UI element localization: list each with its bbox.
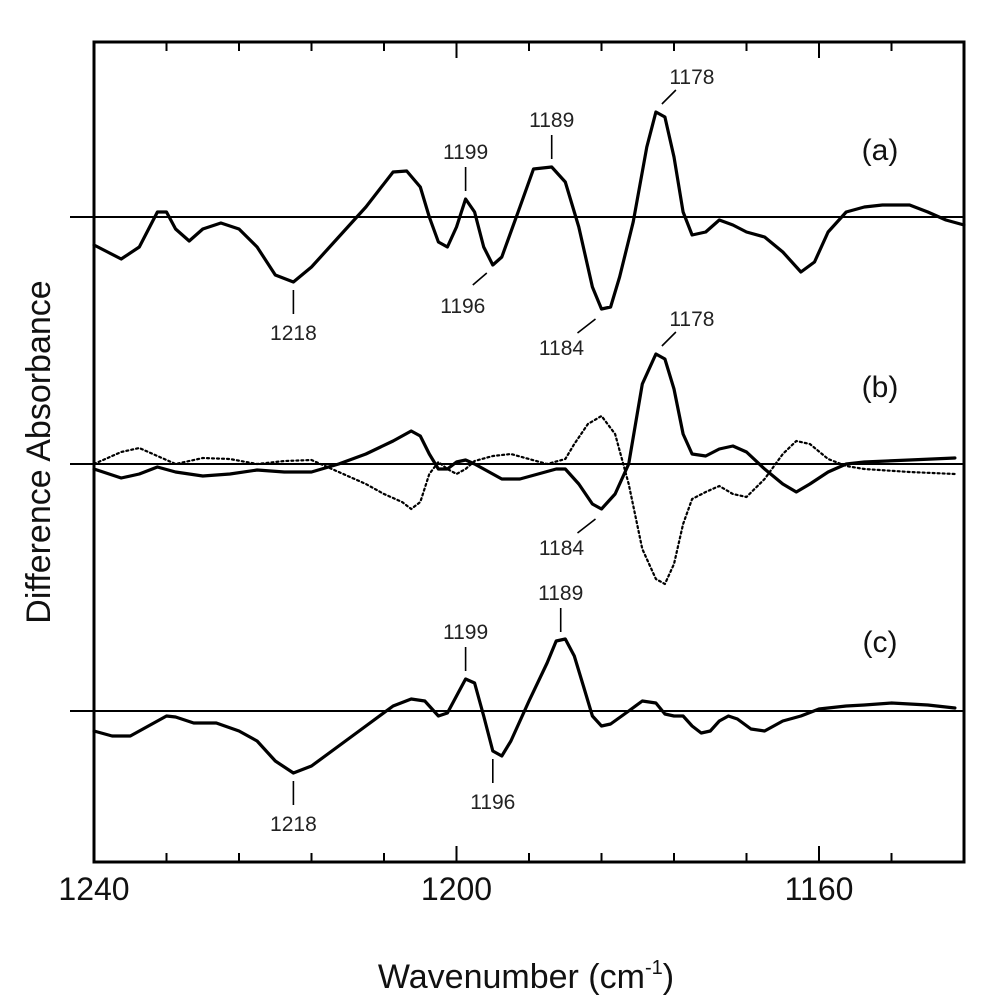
annotation-leader-1196 xyxy=(472,272,488,286)
x-axis-title-exponent: -1 xyxy=(645,957,663,979)
panel-b: (b) 1178 1184 xyxy=(70,308,964,586)
spectrum-line-solid xyxy=(92,352,957,511)
annotation-leader-1178 xyxy=(661,331,677,347)
annotation-1218: 1218 xyxy=(270,322,317,345)
x-axis-title-main: Wavenumber (cm xyxy=(378,958,645,996)
annotation-1189: 1189 xyxy=(529,109,574,132)
annotation-1196: 1196 xyxy=(440,295,485,318)
x-tick-label-1160: 1160 xyxy=(785,871,854,907)
annotation-leader-1184 xyxy=(577,318,596,334)
annotation-leader-1184 xyxy=(577,518,596,534)
annotation-1218: 1218 xyxy=(270,813,317,836)
spectrum-line-dotted xyxy=(92,414,956,586)
annotation-1178: 1178 xyxy=(669,66,714,89)
x-tick-labels: 1240 1200 1160 xyxy=(58,871,853,907)
spectra-panels: (a) 1178 1189 1199 1218 1196 1184 (b) 1178 1184 (c… xyxy=(70,66,966,836)
panel-c: (c) 1189 1199 1218 1196 xyxy=(70,582,964,836)
x-tick-label-1200: 1200 xyxy=(421,871,492,907)
panel-a: (a) 1178 1189 1199 1218 1196 1184 xyxy=(70,66,966,360)
panel-label: (c) xyxy=(863,626,898,659)
panel-label: (a) xyxy=(862,134,899,167)
annotation-1196: 1196 xyxy=(470,791,515,814)
annotation-1184: 1184 xyxy=(539,537,584,560)
x-axis-title-close: ) xyxy=(663,958,674,996)
annotation-1199: 1199 xyxy=(443,141,488,164)
annotation-1189: 1189 xyxy=(538,582,583,605)
annotation-1199: 1199 xyxy=(443,621,488,644)
plot-frame xyxy=(92,40,966,864)
annotation-1184: 1184 xyxy=(539,337,584,360)
y-axis-title: Difference Absorbance xyxy=(20,280,58,623)
x-tick-label-1240: 1240 xyxy=(58,871,129,907)
spectrum-line-solid xyxy=(92,110,966,311)
annotation-1178: 1178 xyxy=(669,308,714,331)
axis-ticks xyxy=(93,42,893,862)
annotation-leader-1178 xyxy=(661,89,677,105)
panel-label: (b) xyxy=(862,371,899,404)
x-axis-title: Wavenumber (cm-1) xyxy=(378,957,674,996)
spectrum-line-solid xyxy=(92,637,957,775)
